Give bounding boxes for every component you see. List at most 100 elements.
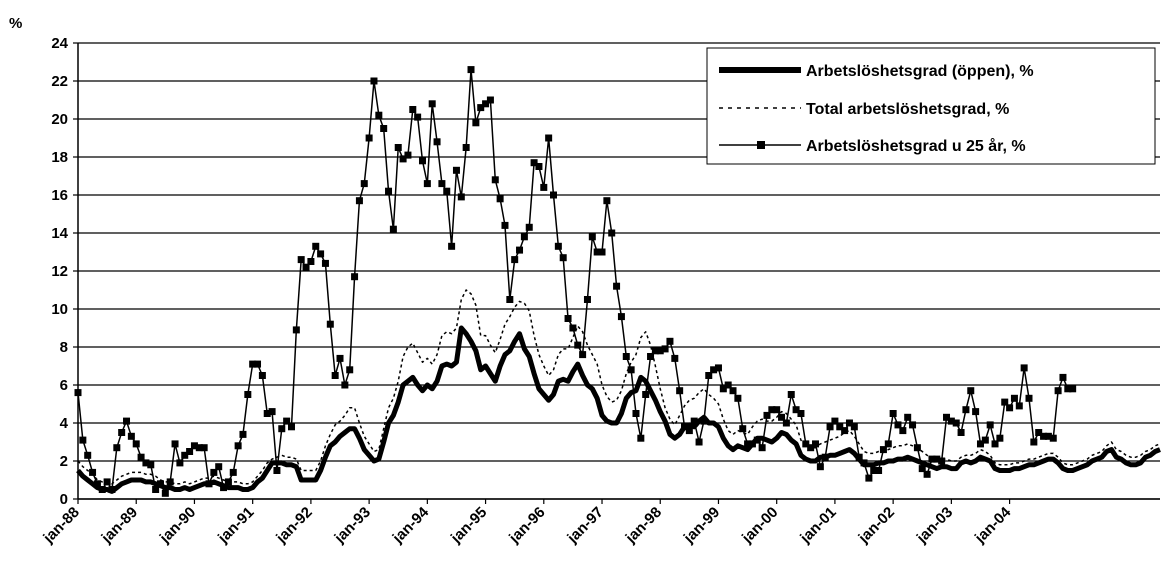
data-point-marker [278, 425, 286, 433]
data-point-marker [976, 440, 984, 448]
data-point-marker [443, 187, 451, 195]
data-point-marker [79, 436, 87, 444]
data-point-marker [778, 413, 786, 421]
data-point-marker [603, 197, 611, 205]
y-tick-label: 20 [51, 111, 68, 128]
data-point-marker [142, 459, 150, 467]
data-point-marker [938, 457, 946, 465]
data-point-marker [516, 246, 524, 254]
data-point-marker [724, 381, 732, 389]
y-tick-label: 8 [60, 339, 68, 356]
data-point-marker [317, 250, 325, 258]
series-line-0 [76, 325, 1161, 494]
data-point-marker [889, 410, 897, 417]
data-point-marker [782, 419, 790, 427]
data-point-marker [1035, 429, 1043, 436]
data-point-marker [574, 341, 582, 349]
data-point-marker [637, 434, 645, 442]
data-point-marker [870, 467, 878, 474]
data-point-marker [981, 436, 989, 444]
data-point-marker [714, 364, 722, 372]
data-point-marker [375, 111, 383, 119]
data-point-marker [836, 423, 844, 431]
data-point-marker [467, 66, 475, 74]
data-point-marker [210, 468, 218, 476]
data-point-marker [550, 191, 557, 199]
data-point-marker [268, 408, 276, 416]
data-point-marker [710, 366, 718, 374]
legend-label-open-unemployment: Arbetslöshetsgrad (öppen), % [806, 63, 1034, 80]
y-tick-label: 12 [51, 263, 68, 280]
data-point-marker [729, 387, 737, 395]
data-point-marker [831, 417, 839, 425]
data-point-marker [511, 256, 519, 264]
data-point-marker [433, 138, 441, 146]
data-point-marker [331, 372, 339, 379]
data-point-marker [656, 347, 664, 355]
legend-swatch-marker [757, 141, 765, 149]
y-tick-label: 16 [51, 187, 68, 204]
y-tick-label: 14 [51, 225, 68, 242]
data-point-marker [520, 233, 528, 241]
data-point-marker [744, 440, 752, 448]
data-point-marker [845, 419, 853, 427]
data-point-marker [608, 229, 616, 237]
x-tick-label: jan-99 [680, 504, 723, 547]
legend: Arbetslöshetsgrad (öppen), % Total arbet… [706, 47, 1156, 165]
data-point-marker [593, 248, 601, 256]
data-point-marker [739, 425, 747, 433]
data-point-marker [695, 438, 703, 446]
data-point-marker [472, 119, 480, 127]
data-point-marker [263, 410, 271, 417]
data-point-marker [283, 417, 291, 425]
data-point-marker [438, 180, 446, 188]
x-tick-label: jan-95 [447, 504, 490, 547]
data-point-marker [312, 242, 320, 250]
series-lines [74, 66, 1161, 497]
x-tick-label: jan-02 [855, 504, 898, 547]
data-point-marker [326, 320, 334, 328]
data-point-marker [875, 467, 883, 474]
data-point-marker [879, 446, 887, 454]
data-point-marker [850, 423, 858, 431]
x-tick-label: jan-98 [622, 504, 665, 547]
data-point-marker [1010, 394, 1018, 402]
data-point-marker [666, 337, 674, 345]
x-tick-label: jan-89 [98, 504, 141, 547]
data-point-marker [797, 410, 805, 417]
data-point-marker [137, 453, 145, 461]
data-point-marker [986, 421, 994, 429]
data-point-marker [394, 144, 402, 151]
data-point-marker [642, 391, 650, 398]
data-point-marker [351, 273, 359, 281]
data-point-marker [962, 406, 970, 414]
data-point-marker [249, 360, 257, 368]
data-point-marker [705, 372, 713, 379]
x-tick-label: jan-96 [505, 504, 548, 547]
data-point-marker [341, 381, 349, 389]
data-point-marker [244, 391, 252, 398]
data-point-marker [186, 448, 194, 455]
data-point-marker [564, 315, 572, 322]
data-point-marker [123, 417, 131, 425]
x-tick-label: jan-03 [913, 504, 956, 547]
data-point-marker [414, 113, 422, 121]
data-point-marker [1044, 432, 1052, 440]
data-point-marker [947, 417, 955, 425]
data-point-marker [763, 411, 771, 419]
data-point-marker [535, 163, 543, 170]
data-point-marker [768, 406, 776, 414]
data-point-marker [1049, 434, 1057, 442]
data-point-marker [787, 391, 795, 398]
data-point-marker [1025, 394, 1033, 402]
y-axis-label: % [9, 15, 22, 32]
data-point-marker [884, 440, 892, 448]
data-point-marker [200, 444, 208, 452]
data-point-marker [486, 96, 494, 104]
data-point-marker [457, 193, 465, 201]
x-tick-label: jan-90 [156, 504, 199, 547]
data-point-marker [389, 225, 397, 233]
data-point-marker [462, 144, 470, 151]
data-point-marker [287, 423, 295, 431]
